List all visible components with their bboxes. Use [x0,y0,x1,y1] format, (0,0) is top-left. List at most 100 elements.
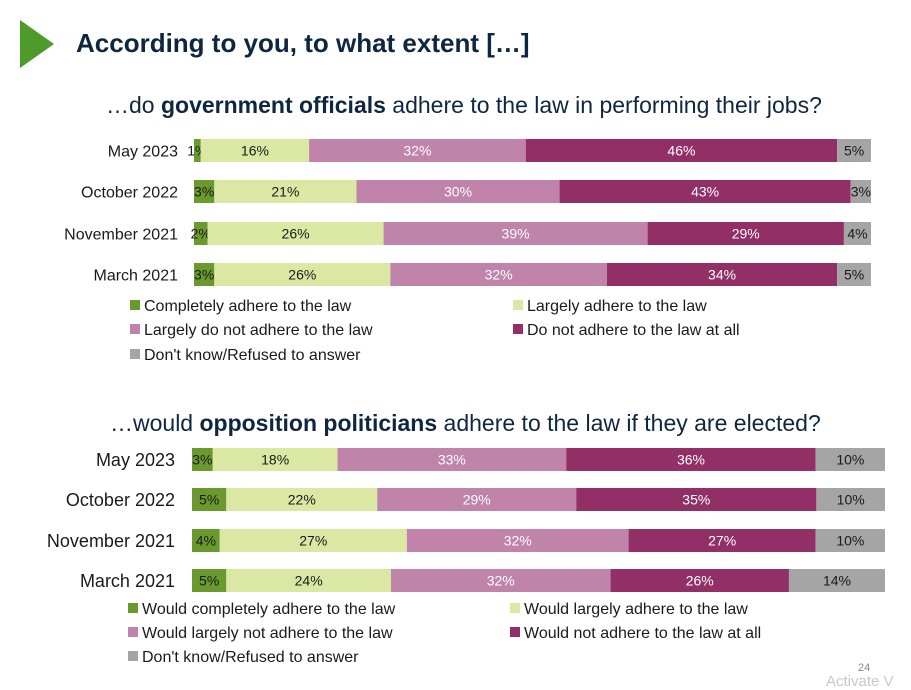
category-label: May 2023 [108,143,178,160]
category-label: November 2021 [47,531,175,551]
bar-segment [606,263,838,286]
legend-entry: Would not adhere to the law at all [524,625,761,642]
data-label: 32% [504,533,532,549]
data-label: 34% [708,267,736,283]
legend-entry: Do not adhere to the law at all [527,322,740,339]
legend-entry: Largely adhere to the law [527,298,707,315]
legend-swatch [510,627,520,637]
data-label: 5% [199,492,219,508]
bar-segment [309,139,526,162]
activate-watermark: Activate V [826,673,894,690]
category-label: March 2021 [80,571,175,591]
data-label: 26% [686,573,714,589]
data-label: 26% [282,226,310,242]
bar-segment [192,569,227,592]
data-label: 2% [191,226,211,242]
data-label: 3% [851,184,871,200]
legend-swatch [130,349,140,359]
legend-swatch [128,651,138,661]
data-label: 5% [199,573,219,589]
bar-segment [200,139,310,162]
legend-swatch [510,603,520,613]
bar-segment [212,448,338,471]
data-label: 3% [192,452,212,468]
legend-swatch [513,324,523,334]
bar-segment [337,448,567,471]
bar-segment [377,488,577,511]
data-label: 3% [194,184,214,200]
bar-segment [194,180,215,203]
bar-segment [226,569,391,592]
bar-segment [219,529,407,552]
data-label: 18% [261,452,289,468]
legend-entry: Don't know/Refused to answer [142,649,359,666]
bar-segment [816,488,885,511]
legend-swatch [130,324,140,334]
bar-segment [788,569,885,592]
bar-segment [226,488,378,511]
data-label: 27% [708,533,736,549]
category-label: October 2022 [81,184,178,201]
page-title: According to you, to what extent […] [76,28,530,58]
data-label: 21% [271,184,299,200]
data-label: 27% [299,533,327,549]
legend-entry: Would largely not adhere to the law [142,625,393,642]
data-label: 22% [288,492,316,508]
chart-1-title: …do government officials adhere to the l… [106,92,822,118]
bar-segment [390,263,607,286]
data-label: 24% [295,573,323,589]
data-label: 32% [403,143,431,159]
legend-entry: Would completely adhere to the law [142,601,396,618]
data-label: 29% [463,492,491,508]
category-label: October 2022 [66,490,175,510]
bar-segment [390,569,611,592]
data-label: 5% [844,143,864,159]
bar-segment [192,529,220,552]
bar-segment [566,448,816,471]
page-number: 24 [858,662,871,674]
data-label: 32% [487,573,515,589]
green-triangle-icon [20,20,54,68]
chart-2-title: …would opposition politicians adhere to … [110,410,821,436]
bar-segment [356,180,560,203]
data-label: 43% [691,184,719,200]
bar-segment [214,180,357,203]
legend-swatch [128,627,138,637]
legend-entry: Would largely adhere to the law [524,601,748,618]
bar-segment [559,180,851,203]
bar-segment [194,139,201,162]
bar-segment [815,448,885,471]
data-label: 14% [823,573,851,589]
legend-entry: Largely do not adhere to the law [144,322,373,339]
legend-swatch [128,603,138,613]
bar-segment [525,139,838,162]
bar-segment [850,180,871,203]
data-label: 33% [438,452,466,468]
data-label: 16% [241,143,269,159]
data-label: 35% [682,492,710,508]
data-label: 10% [836,452,864,468]
data-label: 10% [836,533,864,549]
legend-swatch [513,300,523,310]
bar-segment [194,222,208,245]
bar-segment [207,222,384,245]
category-label: March 2021 [94,267,179,284]
data-label: 30% [444,184,472,200]
bar-segment [214,263,391,286]
bar-segment [192,448,213,471]
bar-segment [406,529,629,552]
data-label: 4% [196,533,216,549]
legend-entry: Don't know/Refused to answer [144,347,361,364]
bar-segment [837,263,871,286]
category-label: November 2021 [64,226,178,243]
data-label: 3% [194,267,214,283]
legend-swatch [130,300,140,310]
legend-entry: Completely adhere to the law [144,298,352,315]
bar-segment [576,488,817,511]
data-label: 32% [485,267,513,283]
bar-segment [647,222,844,245]
bar-segment [815,529,885,552]
bar-segment [194,263,215,286]
